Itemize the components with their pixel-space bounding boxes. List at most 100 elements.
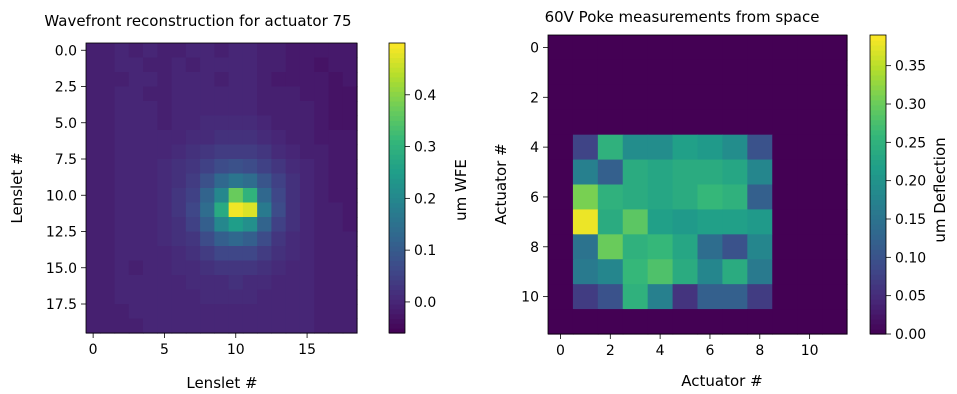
colorbar-segment	[389, 125, 405, 131]
heatmap-cell	[271, 231, 287, 247]
heatmap-cell	[100, 144, 116, 160]
colorbar-segment	[870, 204, 886, 211]
heatmap-cell	[822, 84, 848, 111]
x-tick-label: 4	[656, 343, 665, 359]
heatmap-cell	[257, 202, 273, 218]
colorbar-tick-label: 0.3	[414, 140, 436, 156]
heatmap-cell	[200, 86, 215, 102]
heatmap-cell	[128, 57, 144, 73]
heatmap-cell	[171, 231, 187, 247]
colorbar-ticks: 0.0 0.1 0.2 0.3 0.4	[405, 88, 436, 311]
heatmap-cell	[342, 246, 358, 262]
colorbar-segment	[389, 188, 405, 194]
colorbar-segment	[389, 299, 405, 305]
heatmap-cell	[328, 86, 344, 102]
chart-poke: 60V Poke measurements from space 0 2 4 6 8 10…	[492, 8, 949, 390]
colorbar-segment	[870, 99, 886, 106]
heatmap-cell	[214, 202, 230, 218]
heatmap-cell	[257, 318, 273, 334]
heatmap-cell	[285, 275, 301, 291]
colorbar-label: um Deflection	[931, 137, 949, 242]
heatmap-cell	[328, 275, 344, 291]
heatmap-cell	[214, 115, 230, 131]
x-tick-label: 0	[89, 342, 98, 358]
heatmap-cell	[200, 115, 215, 131]
heatmap-cell	[128, 144, 144, 160]
heatmap-cell	[242, 101, 258, 117]
heatmap-cell	[722, 184, 748, 211]
heatmap-cell	[747, 184, 773, 211]
heatmap-cell	[242, 130, 258, 146]
heatmap-cell	[128, 260, 144, 276]
heatmap-cell	[200, 188, 215, 204]
heatmap-cell	[200, 101, 215, 117]
colorbar-segment	[389, 265, 405, 271]
heatmap-cell	[114, 72, 130, 88]
heatmap-cell	[228, 188, 244, 204]
heatmap-cell	[747, 309, 773, 335]
heatmap-cell	[100, 275, 116, 291]
plot-frame	[85, 42, 358, 334]
colorbar-segment	[870, 324, 886, 330]
heatmap-cell	[548, 84, 574, 111]
heatmap-cell	[747, 209, 773, 235]
colorbar-segment	[389, 318, 405, 324]
heatmap-cell	[171, 318, 187, 334]
heatmap-cell	[171, 217, 187, 233]
heatmap-cell	[200, 144, 215, 160]
heatmap-cell	[200, 159, 215, 175]
heatmap-cell	[622, 109, 649, 136]
heatmap-cell	[747, 59, 773, 86]
heatmap-cell	[299, 144, 315, 160]
colorbar-segment	[389, 284, 405, 291]
heatmap-cell	[772, 35, 798, 61]
heatmap-cell	[86, 159, 101, 175]
heatmap-cell	[200, 202, 215, 218]
heatmap-cell	[797, 284, 823, 310]
colorbar-segment	[870, 84, 886, 91]
heatmap-cell	[772, 309, 798, 335]
colorbar-segment	[389, 62, 405, 68]
heatmap-cell	[171, 289, 187, 305]
heatmap-cell	[697, 134, 724, 161]
heatmap-cell	[647, 259, 674, 285]
heatmap-cell	[299, 173, 315, 189]
heatmap-cell	[86, 130, 101, 146]
heatmap-cell	[171, 246, 187, 262]
heatmap-cell	[271, 72, 287, 88]
heatmap-cell	[672, 209, 699, 235]
heatmap-cell	[597, 59, 624, 86]
x-tick-label: 10	[227, 342, 245, 358]
heatmap-cell	[257, 86, 273, 102]
heatmap-cell	[242, 202, 258, 218]
heatmap-cell	[143, 275, 158, 291]
heatmap-cell	[143, 246, 158, 262]
heatmap-cell	[242, 188, 258, 204]
heatmap-cell	[114, 101, 130, 117]
heatmap-cell	[228, 289, 244, 305]
heatmap-cell	[647, 184, 674, 211]
heatmap-cell	[548, 134, 574, 161]
heatmap-cell	[257, 231, 273, 247]
heatmap-cell	[622, 184, 649, 211]
heatmap-cell	[342, 144, 358, 160]
colorbar-segment	[870, 194, 886, 201]
colorbar-tick-label: 0.10	[895, 250, 926, 266]
heatmap-cell	[572, 35, 599, 61]
colorbar-segment	[389, 43, 405, 49]
heatmap-cell	[271, 318, 287, 334]
heatmap-cell	[100, 202, 116, 218]
heatmap-cell	[597, 259, 624, 285]
colorbar-segment	[870, 184, 886, 191]
heatmap-cell	[228, 57, 244, 73]
heatmap-cell	[328, 159, 344, 175]
colorbar-segment	[389, 101, 405, 107]
colorbar-segment	[870, 299, 886, 305]
heatmap-cell	[114, 159, 130, 175]
heatmap-cell	[328, 72, 344, 88]
heatmap-cell	[548, 35, 574, 61]
heatmap-cell	[797, 234, 823, 260]
colorbar-segment	[870, 279, 886, 285]
heatmap-cell	[128, 173, 144, 189]
heatmap-cell	[271, 202, 287, 218]
